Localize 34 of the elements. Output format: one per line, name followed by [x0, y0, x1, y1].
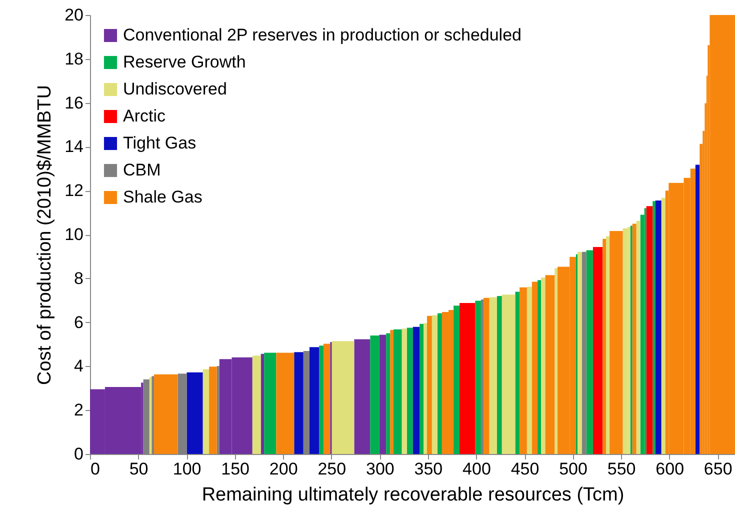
y-tick-label: 10: [64, 225, 84, 244]
x-tick-label: 400: [462, 460, 491, 478]
y-tick-label: 6: [74, 312, 84, 332]
y-tick-label: 4: [74, 356, 84, 376]
legend-label: Shale Gas: [123, 188, 202, 206]
legend-label: Arctic: [123, 106, 166, 126]
x-tick-label: 300: [366, 460, 394, 478]
x-tick-label: 100: [172, 460, 202, 478]
legend-label: Reserve Growth: [123, 52, 246, 72]
y-tick-label: 2: [74, 400, 84, 420]
legend-label: CBM: [123, 160, 161, 180]
x-tick-label: 650: [704, 460, 732, 478]
x-tick-label: 50: [129, 460, 148, 478]
x-tick-label: 550: [607, 460, 636, 478]
x-axis-title: Remaining ultimately recoverable resources (Tcm): [202, 484, 624, 506]
x-tick-label: 350: [414, 460, 443, 478]
legend-label: Undiscovered: [123, 80, 227, 98]
y-tick-label: 20: [64, 6, 84, 24]
x-tick-label: 250: [318, 460, 346, 478]
y-tick-label: 14: [64, 137, 84, 156]
x-tick-label: 500: [559, 460, 588, 478]
x-tick-label: 450: [510, 460, 540, 478]
y-tick-label: 0: [74, 444, 84, 464]
y-tick-label: 8: [74, 268, 84, 288]
y-tick-label: 16: [64, 93, 84, 112]
legend-label: Conventional 2P reserves in production or scheduled: [123, 26, 522, 44]
y-tick-label: 12: [64, 181, 84, 200]
x-tick-label: 600: [656, 460, 684, 478]
y-axis-title: Cost of production (2010)$/MMBTU: [34, 85, 56, 385]
x-tick-label: 0: [90, 460, 100, 478]
x-tick-label: 200: [269, 460, 298, 478]
legend-label: Tight Gas: [123, 134, 196, 152]
x-tick-label: 150: [221, 460, 250, 478]
y-tick-label: 18: [64, 49, 84, 68]
